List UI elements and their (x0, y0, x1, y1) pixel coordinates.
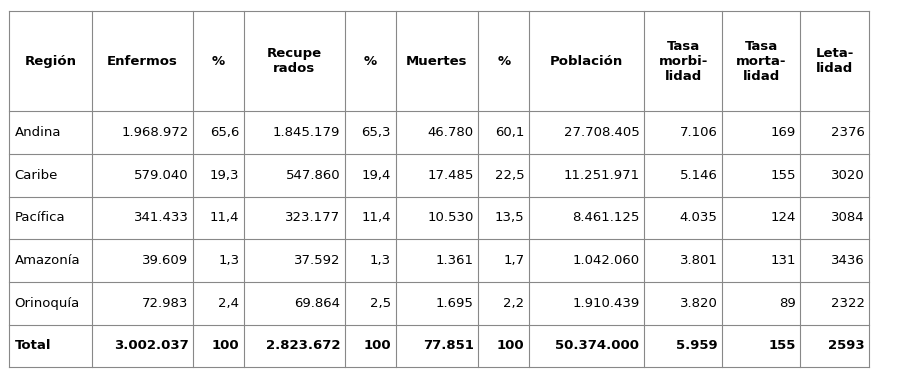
Text: 3.820: 3.820 (679, 297, 717, 310)
Text: 2,4: 2,4 (218, 297, 239, 310)
Text: 1.968.972: 1.968.972 (121, 126, 188, 139)
Text: 3020: 3020 (830, 169, 864, 182)
Text: Caribe: Caribe (15, 169, 58, 182)
Text: 4.035: 4.035 (679, 211, 717, 224)
Text: 100: 100 (211, 339, 239, 352)
Text: 5.959: 5.959 (675, 339, 717, 352)
Text: 3.801: 3.801 (679, 254, 717, 267)
Text: 2.823.672: 2.823.672 (266, 339, 340, 352)
Text: 341.433: 341.433 (133, 211, 188, 224)
Text: 72.983: 72.983 (142, 297, 188, 310)
Text: 11,4: 11,4 (210, 211, 239, 224)
Text: 3436: 3436 (830, 254, 864, 267)
Text: 89: 89 (778, 297, 795, 310)
Text: 69.864: 69.864 (294, 297, 340, 310)
Text: 37.592: 37.592 (293, 254, 340, 267)
Text: 155: 155 (767, 339, 795, 352)
Text: 7.106: 7.106 (679, 126, 717, 139)
Text: Población: Población (550, 55, 622, 68)
Text: 11,4: 11,4 (361, 211, 391, 224)
Text: Recupe
rados: Recupe rados (267, 47, 322, 75)
Text: 22,5: 22,5 (494, 169, 524, 182)
Text: 39.609: 39.609 (142, 254, 188, 267)
Text: Muertes: Muertes (406, 55, 467, 68)
Text: 1,3: 1,3 (218, 254, 239, 267)
Text: %: % (496, 55, 510, 68)
Text: Total: Total (15, 339, 51, 352)
Text: Tasa
morta-
lidad: Tasa morta- lidad (735, 40, 786, 83)
Text: 1.845.179: 1.845.179 (273, 126, 340, 139)
Text: Leta-
lidad: Leta- lidad (815, 47, 853, 75)
Text: 1,7: 1,7 (503, 254, 524, 267)
Text: 323.177: 323.177 (285, 211, 340, 224)
Text: 13,5: 13,5 (494, 211, 524, 224)
Text: 5.146: 5.146 (679, 169, 717, 182)
Text: 547.860: 547.860 (286, 169, 340, 182)
Text: 2,5: 2,5 (369, 297, 391, 310)
Text: Orinoquía: Orinoquía (15, 297, 80, 310)
Text: %: % (363, 55, 377, 68)
Text: 3.002.037: 3.002.037 (114, 339, 188, 352)
Text: 50.374.000: 50.374.000 (555, 339, 639, 352)
Text: 65,6: 65,6 (210, 126, 239, 139)
Text: 2376: 2376 (830, 126, 864, 139)
Text: 11.251.971: 11.251.971 (562, 169, 639, 182)
Text: 2593: 2593 (827, 339, 864, 352)
Text: Amazonía: Amazonía (15, 254, 80, 267)
Text: 2,2: 2,2 (503, 297, 524, 310)
Text: 1.361: 1.361 (436, 254, 473, 267)
Text: 17.485: 17.485 (427, 169, 473, 182)
Text: Enfermos: Enfermos (107, 55, 178, 68)
Text: Región: Región (25, 55, 76, 68)
Text: 169: 169 (770, 126, 795, 139)
Text: 19,4: 19,4 (361, 169, 391, 182)
Text: 124: 124 (769, 211, 795, 224)
Text: 579.040: 579.040 (134, 169, 188, 182)
Text: 100: 100 (496, 339, 524, 352)
Text: 19,3: 19,3 (210, 169, 239, 182)
Text: 1,3: 1,3 (369, 254, 391, 267)
Text: 1.910.439: 1.910.439 (572, 297, 639, 310)
Text: 77.851: 77.851 (423, 339, 473, 352)
Text: 8.461.125: 8.461.125 (572, 211, 639, 224)
Text: Andina: Andina (15, 126, 62, 139)
Text: 1.695: 1.695 (436, 297, 473, 310)
Text: Pacífica: Pacífica (15, 211, 65, 224)
Text: 46.780: 46.780 (427, 126, 473, 139)
Text: 155: 155 (769, 169, 795, 182)
Text: 2322: 2322 (830, 297, 864, 310)
Text: 100: 100 (363, 339, 391, 352)
Text: 10.530: 10.530 (427, 211, 473, 224)
Text: 27.708.405: 27.708.405 (563, 126, 639, 139)
Text: 131: 131 (769, 254, 795, 267)
Text: 3084: 3084 (830, 211, 864, 224)
Text: %: % (211, 55, 225, 68)
Text: Tasa
morbi-
lidad: Tasa morbi- lidad (658, 40, 707, 83)
Text: 60,1: 60,1 (494, 126, 524, 139)
Text: 1.042.060: 1.042.060 (572, 254, 639, 267)
Text: 65,3: 65,3 (361, 126, 391, 139)
